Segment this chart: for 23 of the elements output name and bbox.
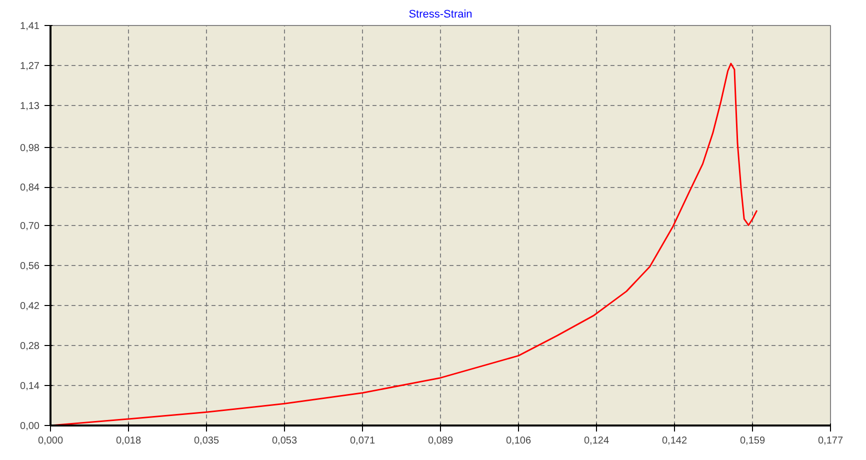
x-tick-label: 0,106: [506, 436, 532, 446]
x-tick-label: 0,142: [662, 436, 688, 446]
y-tick-label: 0,14: [20, 381, 40, 392]
x-tick-label: 0,053: [272, 436, 298, 446]
y-tick-label: 0,56: [20, 261, 40, 272]
x-tick-label: 0,089: [428, 436, 454, 446]
x-tick-label: 0,177: [818, 436, 844, 446]
y-tick-label: 0,42: [20, 301, 40, 312]
y-tick-label: 0,98: [20, 142, 40, 154]
y-tick-label: 1,27: [20, 61, 40, 72]
y-tick-label: 0,00: [20, 421, 40, 432]
x-tick-label: 0,159: [740, 436, 766, 446]
x-tick-label: 0,071: [350, 436, 376, 446]
chart-title: Stress-Strain: [408, 8, 472, 20]
x-tick-label: 0,124: [584, 436, 610, 446]
x-tick-label: 0,018: [116, 436, 142, 446]
y-tick-label: 0,28: [20, 341, 40, 352]
y-tick-label: 0,84: [20, 182, 40, 194]
x-tick-label: 0,000: [38, 436, 64, 446]
y-tick-label: 0,70: [20, 221, 40, 232]
y-tick-label: 1,13: [20, 101, 40, 112]
x-tick-label: 0,035: [194, 436, 220, 446]
y-tick-label: 1,41: [20, 21, 40, 32]
